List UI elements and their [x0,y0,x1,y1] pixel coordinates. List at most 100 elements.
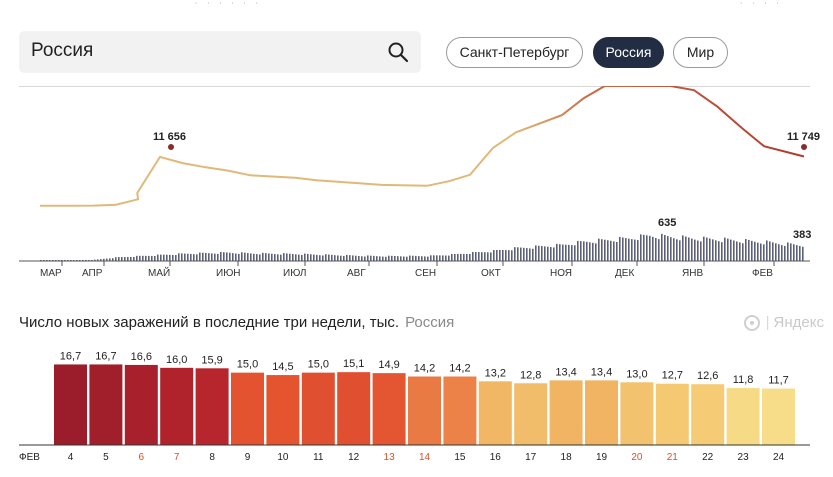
daily-bar [712,239,714,261]
bar [691,384,725,445]
daily-bar [337,255,339,261]
bar-category-label: 12 [348,452,360,463]
daily-bar [88,259,90,261]
daily-bar [235,253,237,261]
daily-bar [481,252,483,261]
daily-bar [541,246,543,261]
daily-bar [463,253,465,261]
daily-bar [739,242,741,261]
bar-value-label: 13,4 [591,366,612,378]
daily-bar [796,245,798,261]
daily-bar [787,242,789,261]
search-box[interactable]: Россия [19,31,421,73]
daily-bar [538,245,540,261]
bar-value-label: 14,5 [272,361,293,373]
cumulative-line [40,86,805,207]
month-label: ФЕВ [752,268,773,279]
month-label: ИЮЛ [283,268,306,279]
daily-bar [634,239,636,261]
daily-bar [232,253,234,261]
daily-bar [640,234,642,261]
daily-bar [595,243,597,261]
daily-bar [658,239,660,261]
bar [54,364,87,445]
search-icon[interactable] [387,41,409,63]
region-pill-russia[interactable]: Россия [593,37,664,68]
month-label: ДЕК [615,268,634,279]
daily-bar [706,237,708,261]
daily-bar [625,238,627,261]
daily-bar [349,255,351,261]
daily-bar [313,254,315,261]
cropped-top-marks: ˙ ˙ ˙ ˙ ˙ ˙ [195,2,262,13]
daily-bar [205,252,207,261]
daily-bar [676,239,678,261]
daily-bar [772,242,774,261]
bar-value-label: 15,1 [343,358,364,370]
daily-bar [778,244,780,261]
daily-bar [199,252,201,261]
bar-category-label: 18 [561,452,573,463]
bar-category-label: 11 [313,452,324,463]
chart-top-divider [19,86,810,87]
bar-value-label: 16,7 [60,350,81,362]
daily-bar [694,239,696,261]
daily-bar [136,255,138,261]
bar-value-label: 12,7 [662,370,683,382]
bar-value-label: 15,0 [237,359,258,371]
daily-bar [265,253,267,261]
bar-category-label: 9 [245,452,251,463]
daily-bar [601,239,603,261]
daily-bar [727,238,729,261]
daily-bar [580,241,582,261]
bar-category-label: 23 [738,452,750,463]
peak-marker [168,144,174,150]
watermark-label: Яндекс [773,314,824,331]
daily-bar [187,253,189,261]
month-label: СЕН [415,268,436,279]
daily-bar [586,241,588,261]
daily-bar [247,253,249,261]
cropped-top-marks-right: ˙ ˙ ˙ ˙ [740,2,783,13]
daily-bar [718,241,720,261]
daily-bar [553,247,555,261]
daily-bar [517,247,519,261]
daily-bar [487,252,489,261]
bar-value-label: 13,4 [555,366,576,378]
bar [585,380,618,445]
daily-bar [142,255,144,261]
daily-bar [475,252,477,261]
daily-bar [415,255,417,261]
chart-caption: Число новых заражений в последние три не… [19,314,454,331]
daily-bar [241,252,243,261]
daily-bar [427,256,429,261]
bar [266,375,300,445]
daily-bar [754,241,756,261]
bar-category-label: 20 [631,452,643,463]
daily-bar [130,256,132,261]
daily-bar [109,258,111,261]
bar [160,367,194,445]
region-pill-world[interactable]: Мир [673,37,728,68]
daily-bar [514,247,516,261]
daily-bar [763,244,765,261]
bar [408,376,441,445]
region-pill-spb[interactable]: Санкт-Петербург [446,37,583,68]
daily-bar [433,255,435,261]
bar [337,372,371,445]
daily-bar [604,239,606,261]
search-input[interactable]: Россия [31,40,94,61]
daily-bar [112,258,114,261]
daily-bar [589,242,591,261]
bar [514,383,548,445]
daily-bar [301,254,303,261]
daily-bar [622,237,624,261]
daily-bar [118,257,120,261]
bar-value-label: 14,2 [449,363,470,375]
bar [372,373,406,445]
bar-category-label: 4 [68,452,74,463]
daily-bar [379,256,381,261]
daily-bar [709,238,711,261]
daily-bar [124,256,126,261]
bar-category-label: 8 [209,452,215,463]
